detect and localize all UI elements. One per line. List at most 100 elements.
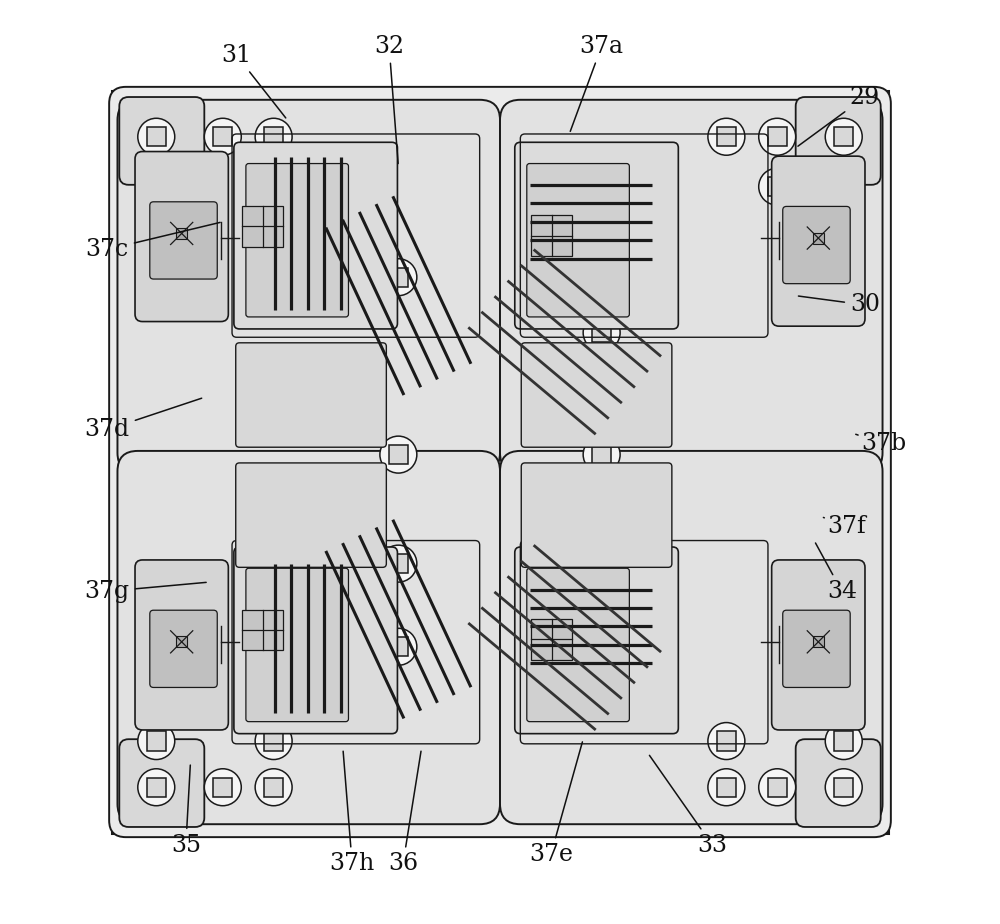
Circle shape (380, 436, 417, 473)
Bar (176, 228, 187, 239)
Circle shape (708, 723, 745, 760)
Bar (717, 778, 736, 796)
Circle shape (825, 118, 862, 155)
FancyBboxPatch shape (117, 100, 500, 473)
Circle shape (138, 723, 175, 760)
FancyBboxPatch shape (119, 739, 204, 827)
FancyBboxPatch shape (500, 100, 883, 473)
Bar (112, 91, 888, 833)
Bar (389, 445, 408, 464)
Text: 37h: 37h (330, 751, 375, 875)
Text: 37e: 37e (529, 742, 582, 866)
Bar (834, 778, 853, 796)
Bar (531, 215, 572, 256)
Circle shape (708, 769, 745, 806)
FancyBboxPatch shape (234, 142, 397, 329)
FancyBboxPatch shape (119, 97, 204, 185)
FancyBboxPatch shape (117, 451, 500, 824)
FancyBboxPatch shape (783, 206, 850, 284)
FancyBboxPatch shape (236, 343, 386, 447)
Bar (264, 128, 283, 146)
FancyBboxPatch shape (150, 201, 217, 279)
Bar (264, 732, 283, 750)
Bar (213, 778, 232, 796)
Circle shape (138, 168, 175, 205)
Circle shape (825, 723, 862, 760)
FancyBboxPatch shape (109, 87, 891, 837)
Bar (592, 638, 611, 656)
Bar (592, 445, 611, 464)
Bar (264, 177, 283, 196)
Text: 33: 33 (649, 755, 728, 857)
FancyBboxPatch shape (234, 547, 397, 734)
Bar (147, 177, 166, 196)
FancyBboxPatch shape (515, 142, 678, 329)
Circle shape (759, 769, 796, 806)
Bar (768, 128, 787, 146)
Text: 29: 29 (798, 86, 880, 146)
Circle shape (759, 168, 796, 205)
FancyBboxPatch shape (236, 463, 386, 567)
Bar (213, 128, 232, 146)
FancyBboxPatch shape (135, 560, 228, 730)
Circle shape (255, 769, 292, 806)
Bar (389, 268, 408, 286)
FancyBboxPatch shape (150, 610, 217, 687)
Circle shape (138, 769, 175, 806)
Circle shape (380, 259, 417, 296)
FancyBboxPatch shape (246, 164, 348, 317)
Text: 30: 30 (798, 294, 880, 316)
Bar (531, 619, 572, 660)
Bar (592, 323, 611, 342)
Bar (768, 177, 787, 196)
Circle shape (380, 545, 417, 582)
Text: 31: 31 (222, 44, 286, 118)
Bar (147, 778, 166, 796)
Circle shape (583, 545, 620, 582)
Circle shape (583, 628, 620, 665)
Circle shape (708, 118, 745, 155)
Bar (813, 233, 824, 244)
Circle shape (583, 314, 620, 351)
FancyBboxPatch shape (515, 547, 678, 734)
Text: 37a: 37a (570, 35, 624, 131)
Circle shape (255, 168, 292, 205)
FancyBboxPatch shape (772, 560, 865, 730)
FancyBboxPatch shape (772, 156, 865, 326)
Bar (592, 554, 611, 573)
FancyBboxPatch shape (527, 164, 629, 317)
Text: 36: 36 (388, 751, 421, 875)
Text: 37g: 37g (85, 580, 206, 602)
Bar (592, 268, 611, 286)
Bar (717, 128, 736, 146)
Bar (242, 610, 283, 650)
FancyBboxPatch shape (246, 568, 348, 722)
Circle shape (380, 628, 417, 665)
Text: 37c: 37c (86, 223, 220, 261)
Text: 37d: 37d (85, 398, 202, 441)
FancyBboxPatch shape (500, 451, 883, 824)
Bar (176, 637, 187, 648)
Bar (147, 128, 166, 146)
FancyBboxPatch shape (521, 463, 672, 567)
Circle shape (583, 436, 620, 473)
Text: 37f: 37f (823, 516, 866, 538)
Circle shape (138, 118, 175, 155)
Circle shape (583, 259, 620, 296)
Text: 32: 32 (374, 35, 404, 164)
Bar (389, 554, 408, 573)
Bar (264, 778, 283, 796)
Bar (242, 206, 283, 247)
Bar (834, 732, 853, 750)
Bar (813, 637, 824, 648)
Bar (147, 732, 166, 750)
FancyBboxPatch shape (135, 152, 228, 322)
Bar (834, 128, 853, 146)
Circle shape (825, 168, 862, 205)
Text: 34: 34 (815, 543, 857, 602)
FancyBboxPatch shape (796, 739, 881, 827)
Circle shape (825, 769, 862, 806)
Circle shape (255, 723, 292, 760)
Text: 35: 35 (171, 765, 201, 857)
Circle shape (204, 118, 241, 155)
